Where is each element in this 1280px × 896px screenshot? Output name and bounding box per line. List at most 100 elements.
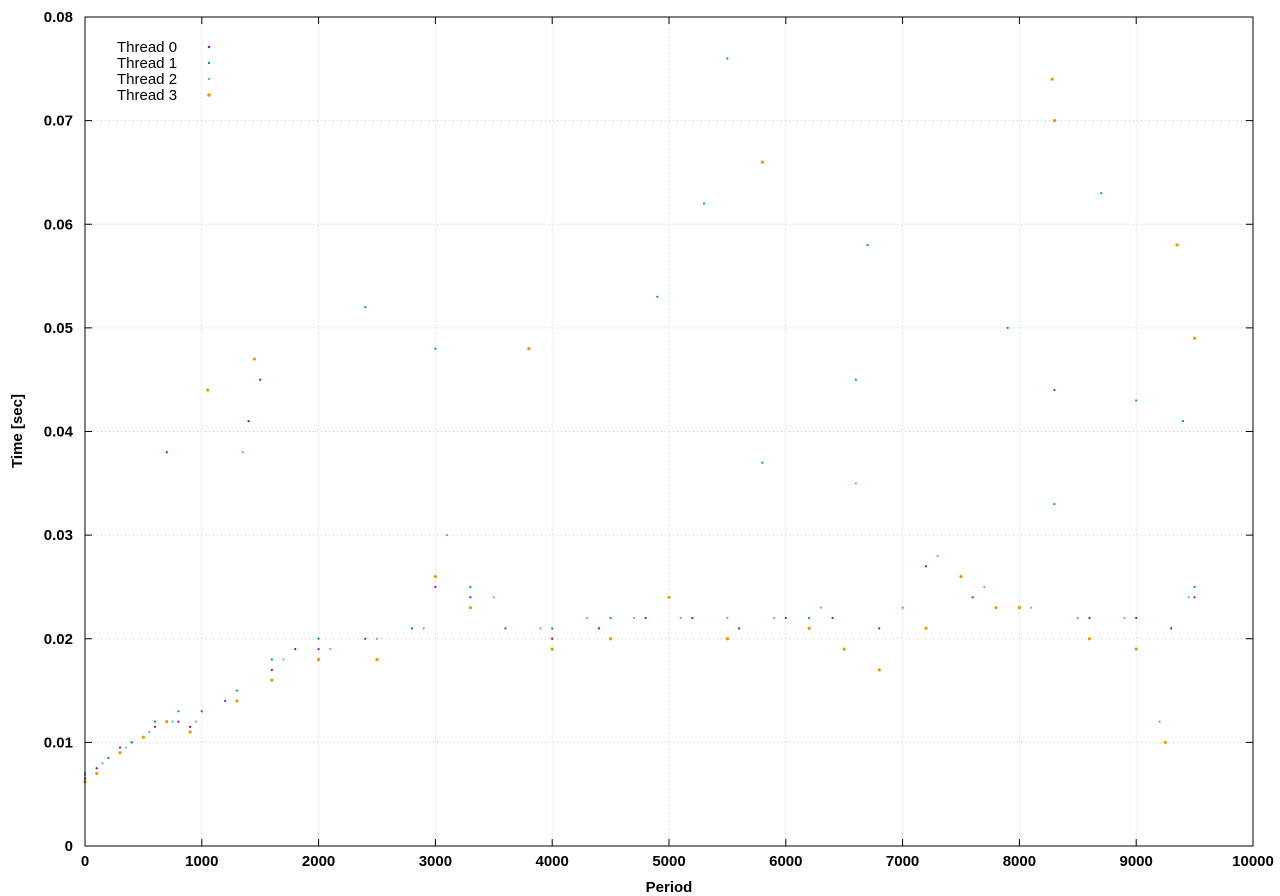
data-point	[1170, 627, 1173, 630]
data-point	[101, 762, 104, 765]
x-tick-label: 3000	[419, 853, 452, 870]
data-point	[177, 720, 180, 723]
data-point	[609, 616, 612, 620]
data-point	[95, 767, 98, 770]
data-point	[1193, 585, 1196, 589]
data-point	[1053, 388, 1056, 392]
legend-marker	[207, 61, 211, 65]
data-point	[1163, 740, 1167, 744]
data-point	[270, 668, 273, 671]
data-point	[1134, 647, 1138, 651]
data-point	[609, 637, 613, 641]
data-point	[165, 451, 168, 454]
data-point	[188, 730, 192, 734]
data-point	[808, 616, 811, 620]
data-point	[259, 378, 262, 381]
data-point	[247, 420, 250, 423]
data-point	[270, 678, 274, 682]
data-point	[936, 554, 939, 557]
data-point	[784, 616, 787, 620]
data-point	[177, 710, 180, 713]
data-point	[194, 720, 198, 723]
data-point	[329, 648, 332, 651]
data-point	[434, 347, 437, 350]
legend-label: Thread 2	[117, 71, 177, 88]
data-point	[189, 725, 192, 728]
grid	[85, 17, 1253, 846]
data-point	[294, 648, 297, 651]
data-point	[819, 606, 822, 609]
legend-marker	[207, 45, 211, 49]
data-point	[95, 771, 99, 776]
data-point	[773, 616, 776, 620]
data-point	[550, 647, 554, 651]
legend-marker	[207, 93, 211, 97]
data-point	[171, 720, 174, 723]
data-point	[270, 658, 273, 661]
x-tick-label: 4000	[536, 853, 569, 870]
data-point	[586, 616, 589, 620]
data-point	[375, 637, 379, 640]
x-tick-label: 5000	[652, 853, 685, 870]
data-point	[1123, 616, 1126, 620]
data-point	[422, 627, 425, 630]
data-point	[854, 378, 857, 381]
data-point	[831, 616, 834, 620]
y-axis-title: Time [sec]	[9, 394, 26, 468]
data-point	[504, 627, 507, 630]
data-point	[983, 585, 986, 589]
data-point	[959, 574, 963, 579]
data-point	[469, 596, 472, 599]
data-point	[445, 534, 449, 537]
y-tick-label: 0.06	[44, 216, 73, 233]
data-point	[1158, 720, 1161, 723]
y-tick-label: 0.07	[44, 113, 73, 130]
data-point	[878, 627, 881, 630]
y-tick-label: 0.03	[44, 527, 73, 544]
y-tick-label: 0.01	[44, 734, 73, 751]
data-point	[1029, 606, 1033, 609]
data-point	[971, 596, 974, 599]
y-tick-label: 0	[65, 838, 73, 855]
y-tick-label: 0.02	[44, 631, 73, 648]
data-point	[224, 699, 227, 703]
data-point	[1175, 243, 1179, 247]
data-point	[597, 627, 601, 630]
series-3	[83, 77, 1197, 784]
data-point	[364, 637, 367, 640]
data-point	[924, 626, 928, 630]
data-point	[725, 637, 730, 641]
data-point	[434, 585, 437, 589]
y-tick-label: 0.08	[44, 9, 73, 26]
y-tick-label: 0.04	[44, 424, 74, 441]
data-point	[124, 746, 127, 749]
data-point	[901, 606, 904, 609]
data-point	[551, 637, 554, 640]
x-tick-label: 1000	[185, 853, 218, 870]
y-tick-label: 0.05	[44, 320, 73, 337]
data-point	[551, 627, 554, 630]
data-point	[282, 658, 285, 661]
data-point	[469, 585, 472, 589]
data-point	[153, 720, 157, 723]
series-1	[83, 57, 1196, 775]
y-tick-labels: 0 0.01 0.02 0.03 0.04 0.05 0.06 0.07 0.08	[44, 9, 74, 855]
data-point	[702, 202, 706, 205]
data-point	[644, 616, 647, 620]
data-point	[842, 647, 846, 651]
data-point	[1053, 502, 1056, 506]
data-point	[200, 710, 203, 713]
data-point	[1076, 616, 1079, 620]
data-points	[83, 57, 1197, 784]
data-point	[854, 482, 857, 485]
data-point	[235, 689, 238, 692]
data-point	[1088, 616, 1091, 620]
data-point	[1017, 606, 1022, 610]
data-point	[691, 616, 694, 620]
data-point	[317, 637, 320, 640]
data-point	[375, 657, 379, 662]
data-point	[165, 720, 169, 724]
data-point	[130, 741, 133, 744]
